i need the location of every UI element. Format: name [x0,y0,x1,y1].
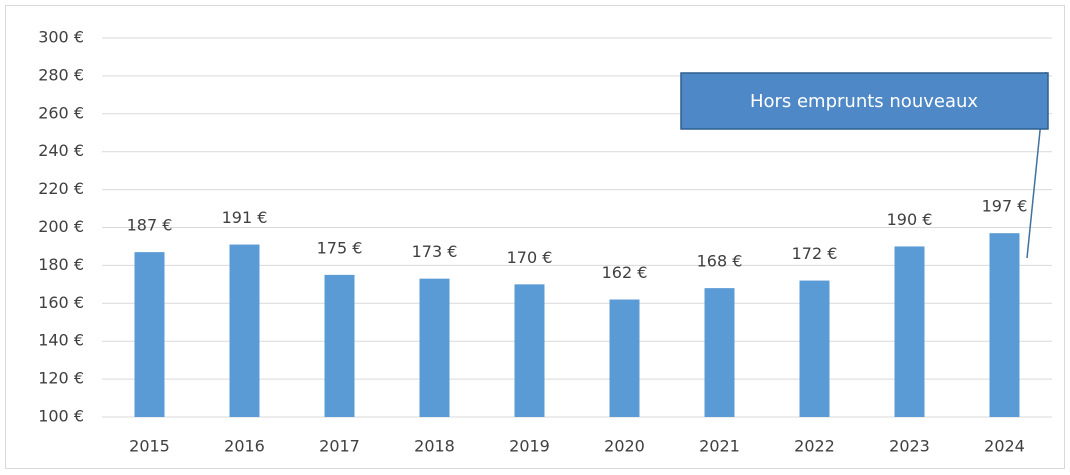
x-tick-label: 2016 [224,437,265,456]
y-tick-label: 100 € [38,407,84,426]
bar [229,244,260,417]
bar [609,299,640,417]
bar [324,274,355,417]
data-label: 170 € [507,248,553,267]
y-tick-label: 160 € [38,293,84,312]
x-tick-label: 2020 [604,437,645,456]
data-label: 187 € [127,216,173,235]
x-tick-label: 2015 [129,437,170,456]
data-label: 190 € [887,210,933,229]
x-tick-label: 2019 [509,437,550,456]
y-tick-label: 220 € [38,179,84,198]
x-tick-label: 2023 [889,437,930,456]
bar [894,246,925,417]
callout-box [680,72,1049,130]
data-label: 172 € [792,244,838,263]
bar [799,280,830,417]
bar [134,252,165,417]
data-label: 173 € [412,242,458,261]
y-tick-label: 300 € [38,28,84,47]
x-tick-label: 2017 [319,437,360,456]
y-tick-label: 140 € [38,331,84,350]
bar [419,278,450,417]
bar [704,288,735,417]
x-tick-label: 2022 [794,437,835,456]
x-tick-label: 2024 [984,437,1025,456]
data-label: 197 € [982,197,1028,216]
data-label: 162 € [602,263,648,282]
y-tick-label: 240 € [38,141,84,160]
x-tick-label: 2021 [699,437,740,456]
y-tick-label: 200 € [38,217,84,236]
annotation: Hors emprunts nouveaux [750,91,978,112]
y-tick-label: 280 € [38,65,84,84]
data-label: 175 € [317,238,363,257]
data-label: 168 € [697,252,743,271]
y-tick-label: 120 € [38,369,84,388]
y-tick-label: 260 € [38,103,84,122]
data-label: 191 € [222,208,268,227]
x-tick-label: 2018 [414,437,455,456]
y-tick-label: 180 € [38,255,84,274]
bar [514,284,545,417]
bar [989,233,1020,417]
